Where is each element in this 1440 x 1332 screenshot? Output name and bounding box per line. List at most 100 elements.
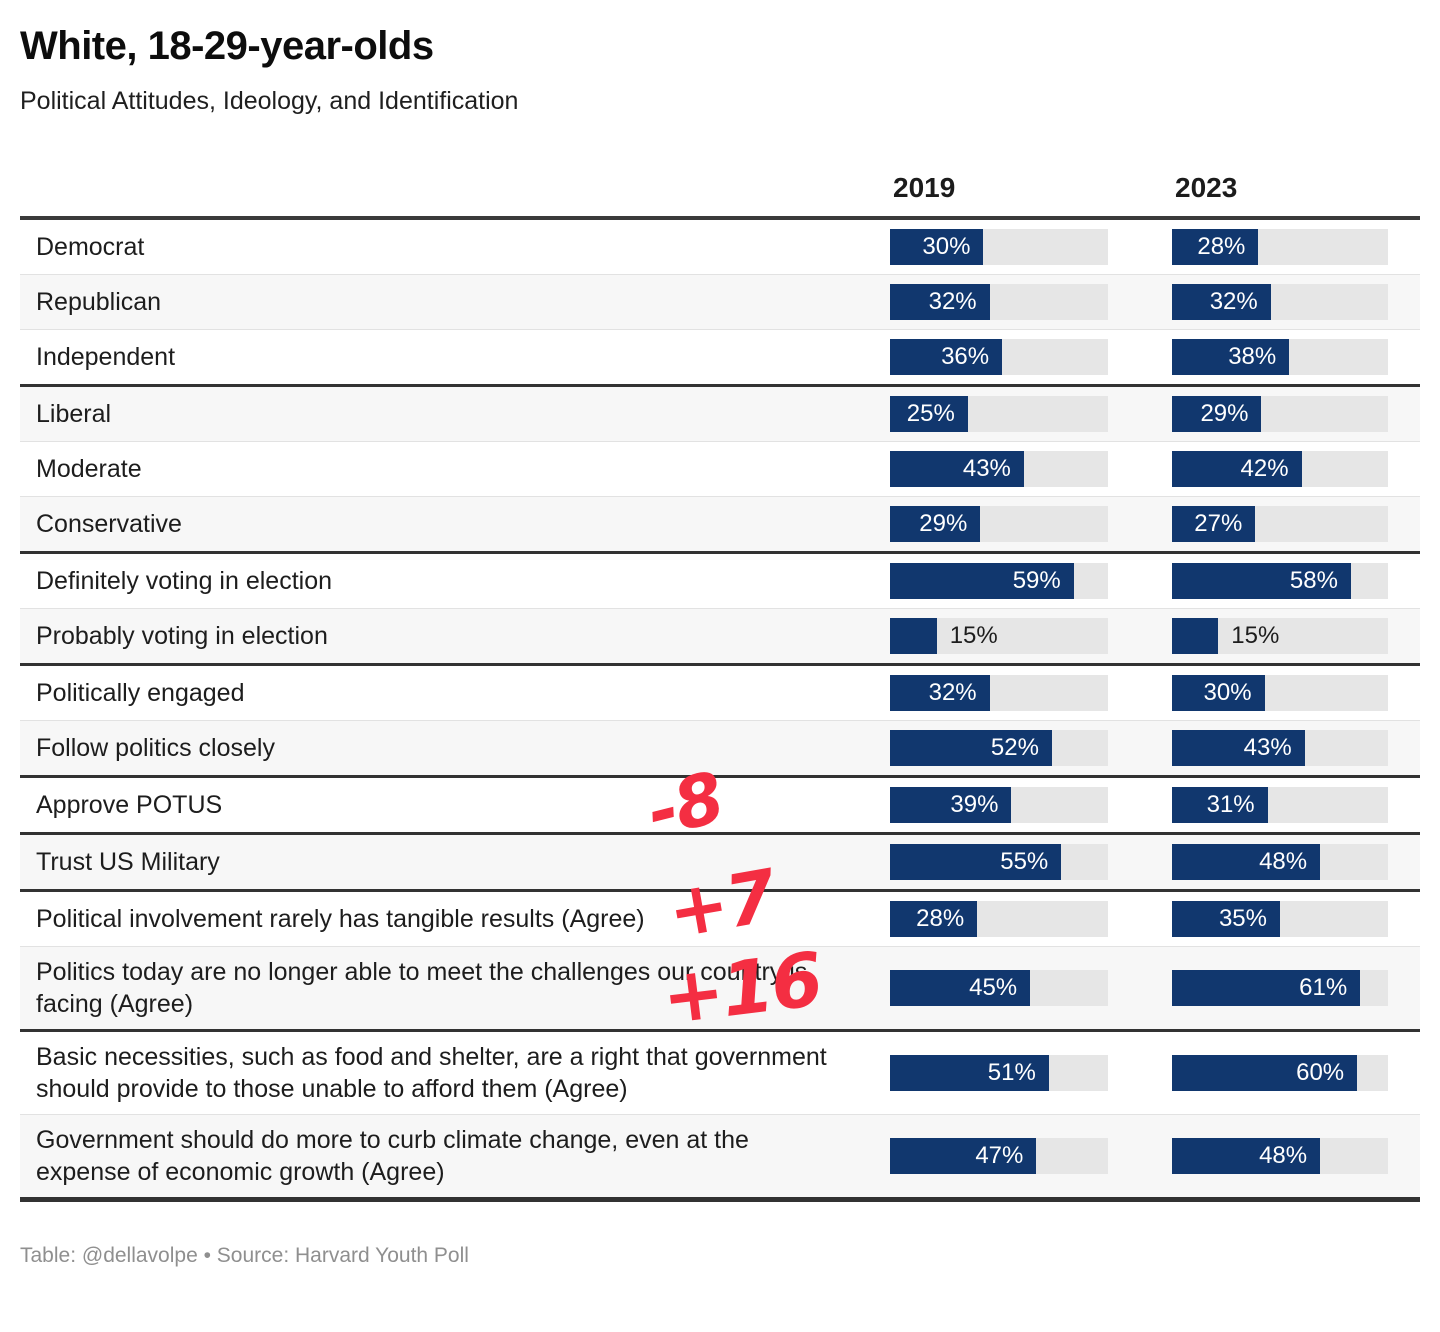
bar-track: 31%	[1172, 787, 1388, 823]
bar-value: 51%	[987, 1059, 1036, 1086]
bar-track: 32%	[890, 284, 1108, 320]
bar-track: 45%	[890, 970, 1108, 1006]
bar-fill: 42%	[1172, 451, 1302, 487]
bar-fill: 58%	[1172, 563, 1351, 599]
bar-value: 31%	[1206, 791, 1255, 818]
bar-value: 61%	[1299, 974, 1348, 1001]
bar-value: 59%	[1012, 567, 1061, 594]
row-label: Basic necessities, such as food and shel…	[36, 1043, 827, 1103]
bar-fill: 32%	[890, 675, 990, 711]
table-row: Politics today are no longer able to mee…	[20, 947, 1420, 1032]
bar-track: 15%	[890, 618, 1108, 654]
bar-fill: 48%	[1172, 1138, 1321, 1174]
bar-value: 60%	[1296, 1059, 1345, 1086]
bar-fill: 25%	[890, 396, 968, 432]
column-header-2023: 2023	[1175, 172, 1238, 203]
table-row: Trust US Military 55% 48%	[20, 835, 1420, 892]
bar-cell-2019: 30%	[890, 229, 1108, 265]
bar-value: 42%	[1240, 455, 1289, 482]
bar-cell-2023: 38%	[1172, 339, 1388, 375]
bar-fill: 29%	[1172, 396, 1262, 432]
table-header-row: 2019 2023	[20, 172, 1420, 220]
bar-value: 58%	[1289, 567, 1338, 594]
bar-track: 32%	[1172, 284, 1388, 320]
bar-cell-2019: 59%	[890, 563, 1108, 599]
bar-track: 61%	[1172, 970, 1388, 1006]
bar-cell-2019: 51%	[890, 1055, 1108, 1091]
bar-cell-2019: 55%	[890, 844, 1108, 880]
table-row: Conservative 29% 27%	[20, 497, 1420, 554]
bar-fill: 59%	[890, 563, 1074, 599]
bar-cell-2019: 36%	[890, 339, 1108, 375]
row-label: Approve POTUS	[36, 791, 223, 819]
bar-value: 29%	[919, 510, 968, 537]
bar-track: 48%	[1172, 1138, 1388, 1174]
bar-fill: 55%	[890, 844, 1062, 880]
data-table: 2019 2023 Democrat 30% 28% Republican 32% 32%…	[20, 172, 1420, 1202]
bar-value: 28%	[1197, 233, 1246, 260]
bar-cell-2023: 58%	[1172, 563, 1388, 599]
bar-cell-2023: 35%	[1172, 901, 1388, 937]
bar-cell-2019: 45%	[890, 970, 1108, 1006]
bar-fill: 38%	[1172, 339, 1290, 375]
bar-value: 52%	[990, 734, 1039, 761]
bar-cell-2023: 48%	[1172, 844, 1388, 880]
bar-value: 55%	[1000, 848, 1049, 875]
row-label: Republican	[36, 288, 162, 316]
bar-fill: 31%	[1172, 787, 1268, 823]
row-label: Independent	[36, 343, 176, 371]
table-row: Definitely voting in election 59% 58%	[20, 554, 1420, 609]
bar-cell-2023: 27%	[1172, 506, 1388, 542]
table-row: Basic necessities, such as food and shel…	[20, 1032, 1420, 1115]
bar-track: 52%	[890, 730, 1108, 766]
row-label: Government should do more to curb climat…	[36, 1126, 749, 1186]
table-row: Political involvement rarely has tangibl…	[20, 892, 1420, 947]
table-row: Government should do more to curb climat…	[20, 1115, 1420, 1202]
bar-value: 32%	[1209, 288, 1258, 315]
bar-fill: 29%	[890, 506, 981, 542]
table-row: Moderate 43% 42%	[20, 442, 1420, 497]
bar-track: 36%	[890, 339, 1108, 375]
bar-cell-2023: 42%	[1172, 451, 1388, 487]
bar-fill: 32%	[890, 284, 990, 320]
bar-fill	[890, 618, 937, 654]
row-label: Liberal	[36, 400, 112, 428]
row-label: Conservative	[36, 510, 182, 538]
bar-fill: 43%	[890, 451, 1024, 487]
bar-track: 30%	[890, 229, 1108, 265]
bar-cell-2023: 61%	[1172, 970, 1388, 1006]
row-label: Politics today are no longer able to mee…	[36, 958, 808, 1018]
bar-cell-2023: 60%	[1172, 1055, 1388, 1091]
bar-track: 59%	[890, 563, 1108, 599]
bar-fill: 60%	[1172, 1055, 1358, 1091]
bar-fill: 39%	[890, 787, 1012, 823]
source-credit: Table: @dellavolpe • Source: Harvard You…	[20, 1244, 469, 1267]
bar-track: 15%	[1172, 618, 1388, 654]
bar-fill: 28%	[890, 901, 978, 937]
bar-value: 43%	[962, 455, 1011, 482]
bar-fill: 51%	[890, 1055, 1049, 1091]
table-body: Democrat 30% 28% Republican 32% 32% Independen…	[20, 220, 1420, 1202]
bar-cell-2019: 47%	[890, 1138, 1108, 1174]
bar-cell-2023: 31%	[1172, 787, 1388, 823]
bar-fill: 36%	[890, 339, 1003, 375]
row-label: Trust US Military	[36, 848, 220, 876]
bar-track: 48%	[1172, 844, 1388, 880]
bar-fill: 28%	[1172, 229, 1259, 265]
bar-fill: 47%	[890, 1138, 1037, 1174]
row-label: Politically engaged	[36, 679, 245, 707]
bar-fill: 30%	[890, 229, 984, 265]
page-title: White, 18-29-year-olds	[20, 0, 1420, 69]
table-row: Politically engaged 32% 30%	[20, 666, 1420, 721]
bar-cell-2019: 25%	[890, 396, 1108, 432]
row-label: Moderate	[36, 455, 142, 483]
bar-value: 35%	[1218, 905, 1267, 932]
bar-cell-2023: 15%	[1172, 618, 1388, 654]
bar-fill: 45%	[890, 970, 1031, 1006]
bar-track: 38%	[1172, 339, 1388, 375]
bar-track: 43%	[890, 451, 1108, 487]
bar-track: 43%	[1172, 730, 1388, 766]
bar-track: 28%	[890, 901, 1108, 937]
bar-fill: 27%	[1172, 506, 1256, 542]
bar-value: 48%	[1259, 848, 1308, 875]
